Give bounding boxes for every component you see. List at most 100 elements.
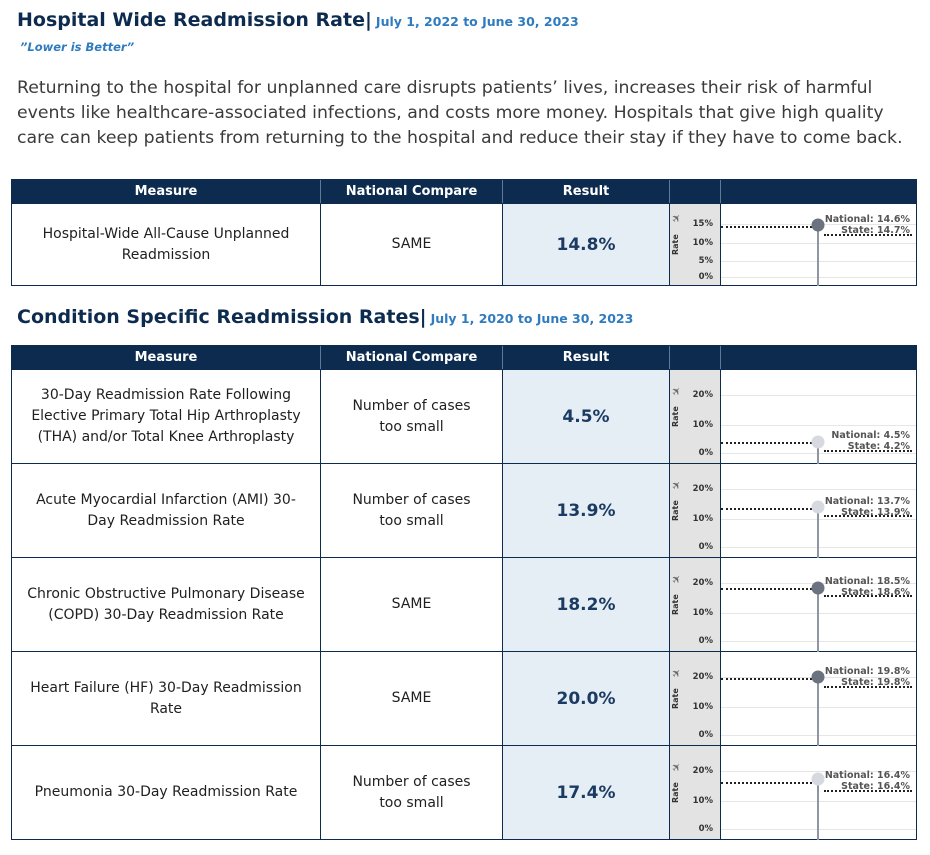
axis-title: Rate <box>671 594 680 615</box>
tick-label: 0% <box>698 824 713 834</box>
national-compare-cell: Number of cases too small <box>321 746 503 839</box>
rate-plot: National: 18.5% State: 18.6% <box>721 558 916 652</box>
rate-axis: ✈ Rate 20% 10% 0% <box>668 558 721 651</box>
rate-plot: National: 16.4% State: 16.4% <box>721 746 916 840</box>
pin-icon: ✈ <box>668 571 685 588</box>
rate-plot: National: 14.6% State: 14.7% <box>721 204 916 286</box>
national-label: National: 13.7% <box>824 495 910 507</box>
state-label: State: 19.8% <box>841 676 910 688</box>
rate-axis: ✈ Rate 20% 10% 0% <box>668 746 721 839</box>
rate-axis: ✈ Rate 20% 10% 0% <box>668 464 721 557</box>
state-line <box>824 450 912 453</box>
rate-axis: ✈ Rate 15% 10% 5% 0% <box>669 204 721 285</box>
tick-label: 20% <box>692 672 713 682</box>
page-title-text: Hospital Wide Readmission Rate| <box>17 9 372 31</box>
result-cell: 20.0% <box>503 652 670 745</box>
tick-label: 0% <box>698 636 713 646</box>
state-line <box>824 595 912 598</box>
column-header-plot <box>721 180 916 203</box>
national-line <box>721 677 812 680</box>
table-row: Hospital-Wide All-Cause Unplanned Readmi… <box>12 203 916 286</box>
state-label: State: 14.7% <box>841 224 910 236</box>
measure-cell: Hospital-Wide All-Cause Unplanned Readmi… <box>12 204 321 285</box>
table-row: 30-Day Readmission Rate Following Electi… <box>12 369 916 464</box>
intro-paragraph: Returning to the hospital for unplanned … <box>17 78 903 148</box>
national-line <box>721 225 812 228</box>
state-label: State: 4.2% <box>847 440 910 452</box>
section-title-text: Condition Specific Readmission Rates| <box>17 306 427 328</box>
column-header-compare: National Compare <box>321 346 503 369</box>
axis-title: Rate <box>671 234 680 255</box>
result-marker <box>811 581 825 595</box>
tick-label: 10% <box>692 608 713 618</box>
axis-title: Rate <box>671 782 680 803</box>
pin-icon: ✈ <box>668 383 685 400</box>
value-stem <box>817 441 819 464</box>
state-line <box>824 685 912 688</box>
grid-line <box>721 395 916 396</box>
state-label: State: 13.9% <box>841 506 910 518</box>
column-header-result: Result <box>503 346 670 369</box>
tick-label: 20% <box>692 766 713 776</box>
tick-label: 0% <box>698 730 713 740</box>
axis-title: Rate <box>671 688 680 709</box>
page-date-range: July 1, 2022 to June 30, 2023 <box>375 14 579 29</box>
measure-cell: Chronic Obstructive Pulmonary Disease (C… <box>12 558 321 651</box>
national-line <box>721 441 812 444</box>
tick-label: 15% <box>692 219 713 230</box>
national-compare-cell: SAME <box>321 558 503 651</box>
column-header-axis <box>670 346 721 369</box>
national-compare-cell: SAME <box>321 652 503 745</box>
tick-label: 10% <box>692 514 713 524</box>
national-label: National: 4.5% <box>831 429 910 441</box>
pin-icon: ✈ <box>668 477 685 494</box>
rate-plot: National: 13.7% State: 13.9% <box>721 464 916 558</box>
tick-label: 10% <box>692 237 713 248</box>
pin-icon: ✈ <box>668 665 685 682</box>
value-stem <box>817 225 819 286</box>
state-label: State: 16.4% <box>841 780 910 792</box>
tick-label: 10% <box>692 796 713 806</box>
tick-label: 0% <box>698 448 713 458</box>
page-title: Hospital Wide Readmission Rate| July 1, 2… <box>17 9 579 31</box>
column-header-plot <box>721 346 916 369</box>
tick-label: 20% <box>692 578 713 588</box>
result-marker <box>811 435 825 448</box>
rate-plot: National: 4.5% State: 4.2% <box>721 370 916 464</box>
measure-cell: Heart Failure (HF) 30-Day Readmission Ra… <box>12 652 321 745</box>
table-header: Measure National Compare Result <box>12 180 916 203</box>
condition-specific-table: Measure National Compare Result 30-Day R… <box>11 345 917 840</box>
rate-axis: ✈ Rate 20% 10% 0% <box>668 370 721 463</box>
table-row: Acute Myocardial Infarction (AMI) 30-Day… <box>12 463 916 558</box>
national-line <box>721 587 812 590</box>
value-stem <box>817 677 819 746</box>
table-row: Chronic Obstructive Pulmonary Disease (C… <box>12 557 916 652</box>
national-compare-cell: SAME <box>321 204 503 285</box>
state-line <box>824 789 912 792</box>
pin-icon: ✈ <box>668 759 685 776</box>
axis-title: Rate <box>671 500 680 521</box>
national-line <box>721 507 812 510</box>
column-header-compare: National Compare <box>321 180 503 203</box>
result-cell: 14.8% <box>503 204 670 285</box>
table-header: Measure National Compare Result <box>12 346 916 369</box>
tick-label: 20% <box>692 390 713 400</box>
national-label: National: 16.4% <box>824 769 910 781</box>
national-label: National: 19.8% <box>824 665 910 677</box>
measure-cell: Acute Myocardial Infarction (AMI) 30-Day… <box>12 464 321 557</box>
section-title: Condition Specific Readmission Rates| Jul… <box>17 306 633 328</box>
result-marker <box>811 218 825 232</box>
measure-cell: 30-Day Readmission Rate Following Electi… <box>12 370 321 463</box>
result-cell: 4.5% <box>503 370 670 463</box>
lower-is-better-note: ”Lower is Better” <box>20 40 135 54</box>
tick-label: 5% <box>698 255 713 266</box>
grid-line <box>721 489 916 490</box>
tick-label: 10% <box>692 420 713 430</box>
axis-title: Rate <box>671 406 680 427</box>
result-cell: 17.4% <box>503 746 670 839</box>
result-cell: 13.9% <box>503 464 670 557</box>
section-date-range: July 1, 2020 to June 30, 2023 <box>430 311 634 326</box>
tick-label: 0% <box>698 542 713 552</box>
column-header-axis <box>670 180 721 203</box>
hospital-wide-table: Measure National Compare Result Hospital… <box>11 179 917 286</box>
